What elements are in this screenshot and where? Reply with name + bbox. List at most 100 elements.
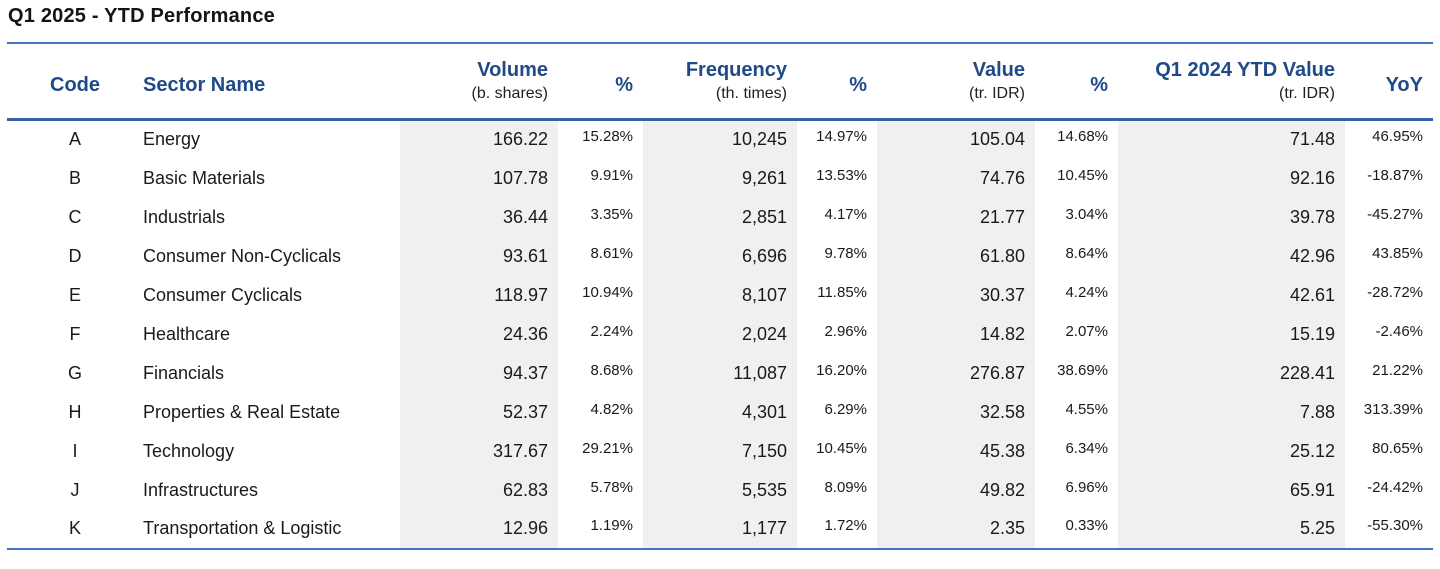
table-row: G Financials 94.37 8.68% 11,087 16.20% 2…: [7, 353, 1433, 393]
pct-value: 3.04%: [1065, 205, 1108, 223]
cell-value: 21.77: [877, 197, 1035, 237]
performance-table: Code Sector Name Volume (b. shares) % Fr…: [7, 42, 1433, 550]
pct-value: 29.21%: [582, 439, 633, 457]
yoy-value: -28.72%: [1367, 283, 1423, 301]
cell-frequency-pct: 6.29%: [797, 393, 877, 432]
table-row: F Healthcare 24.36 2.24% 2,024 2.96% 14.…: [7, 314, 1433, 354]
cell-frequency: 2,851: [643, 197, 797, 237]
cell-yoy: -24.42%: [1345, 471, 1433, 510]
pct-value: 8.68%: [590, 361, 633, 379]
cell-volume: 118.97: [400, 275, 558, 315]
cell-frequency-pct: 16.20%: [797, 354, 877, 393]
cell-sector-name: Technology: [143, 440, 235, 461]
cell-frequency-pct: 9.78%: [797, 237, 877, 276]
pct-value: 1.72%: [824, 517, 867, 534]
table-row: C Industrials 36.44 3.35% 2,851 4.17% 21…: [7, 197, 1433, 237]
pct-value: 0.33%: [1065, 517, 1108, 534]
cell-code: A: [68, 129, 81, 150]
cell-volume-pct: 15.28%: [558, 120, 643, 159]
cell-frequency-pct: 2.96%: [797, 315, 877, 354]
cell-volume-pct: 2.24%: [558, 315, 643, 354]
cell-volume-pct: 10.94%: [558, 276, 643, 315]
cell-value-pct: 0.33%: [1035, 509, 1118, 550]
col-header-label: Q1 2024 YTD Value: [1155, 58, 1335, 81]
table-row: D Consumer Non-Cyclicals 93.61 8.61% 6,6…: [7, 236, 1433, 276]
cell-q1-2024-value: 15.19: [1118, 314, 1345, 354]
cell-volume-pct: 9.91%: [558, 159, 643, 198]
cell-value: 74.76: [877, 158, 1035, 198]
col-header-value-pct: %: [1035, 42, 1118, 121]
col-header-label: Frequency: [685, 58, 787, 81]
cell-value-pct: 14.68%: [1035, 120, 1118, 159]
col-header-volume-pct: %: [558, 42, 643, 121]
cell-volume: 62.83: [400, 470, 558, 510]
cell-frequency: 6,696: [643, 236, 797, 276]
cell-volume: 24.36: [400, 314, 558, 354]
cell-yoy: 43.85%: [1345, 237, 1433, 276]
pct-value: 4.17%: [824, 205, 867, 223]
cell-sector-name: Consumer Non-Cyclicals: [143, 245, 342, 266]
col-header-label: %: [615, 74, 633, 96]
col-header-frequency-pct: %: [797, 42, 877, 121]
cell-volume: 94.37: [400, 353, 558, 393]
cell-frequency: 2,024: [643, 314, 797, 354]
table-row: I Technology 317.67 29.21% 7,150 10.45% …: [7, 431, 1433, 471]
yoy-value: 313.39%: [1363, 400, 1423, 418]
cell-value: 30.37: [877, 275, 1035, 315]
cell-code: H: [68, 401, 82, 422]
cell-volume: 107.78: [400, 158, 558, 198]
col-header-label: Value: [972, 58, 1025, 81]
cell-yoy: 80.65%: [1345, 432, 1433, 471]
pct-value: 9.91%: [590, 166, 633, 184]
pct-value: 38.69%: [1057, 361, 1108, 379]
cell-frequency-pct: 13.53%: [797, 159, 877, 198]
pct-value: 10.45%: [1057, 166, 1108, 184]
table-body: A Energy 166.22 15.28% 10,245 14.97% 105…: [7, 119, 1433, 550]
cell-frequency: 4,301: [643, 392, 797, 432]
cell-value: 32.58: [877, 392, 1035, 432]
cell-q1-2024-value: 25.12: [1118, 431, 1345, 471]
cell-code: E: [68, 284, 81, 305]
col-header-sector-name: Sector Name: [143, 42, 400, 121]
cell-yoy: -45.27%: [1345, 198, 1433, 237]
cell-q1-2024-value: 7.88: [1118, 392, 1345, 432]
cell-frequency: 11,087: [643, 353, 797, 393]
yoy-value: -45.27%: [1367, 205, 1423, 223]
cell-frequency: 9,261: [643, 158, 797, 198]
cell-value: 45.38: [877, 431, 1035, 471]
cell-value-pct: 3.04%: [1035, 198, 1118, 237]
cell-value-pct: 38.69%: [1035, 354, 1118, 393]
col-header-value: Value (tr. IDR): [877, 42, 1035, 121]
col-header-unit: (tr. IDR): [969, 84, 1025, 102]
cell-sector-name: Industrials: [143, 206, 226, 227]
cell-value: 14.82: [877, 314, 1035, 354]
cell-yoy: 21.22%: [1345, 354, 1433, 393]
pct-value: 15.28%: [582, 128, 633, 146]
cell-sector-name: Consumer Cyclicals: [143, 284, 303, 305]
col-header-unit: (th. times): [715, 84, 787, 102]
cell-sector-name: Financials: [143, 362, 225, 383]
yoy-value: 43.85%: [1372, 244, 1423, 262]
yoy-value: -55.30%: [1367, 517, 1423, 534]
cell-value-pct: 8.64%: [1035, 237, 1118, 276]
cell-code: C: [68, 206, 82, 227]
cell-frequency: 1,177: [643, 509, 797, 550]
cell-q1-2024-value: 71.48: [1118, 119, 1345, 159]
table-header: Code Sector Name Volume (b. shares) % Fr…: [7, 42, 1433, 121]
col-header-volume: Volume (b. shares): [400, 42, 558, 121]
page-title: Q1 2025 - YTD Performance: [8, 5, 275, 27]
cell-volume-pct: 4.82%: [558, 393, 643, 432]
cell-volume: 52.37: [400, 392, 558, 432]
cell-yoy: -18.87%: [1345, 159, 1433, 198]
cell-frequency: 5,535: [643, 470, 797, 510]
cell-volume-pct: 8.61%: [558, 237, 643, 276]
cell-yoy: -55.30%: [1345, 509, 1433, 550]
cell-code: J: [70, 479, 80, 500]
yoy-value: -18.87%: [1367, 166, 1423, 184]
cell-q1-2024-value: 65.91: [1118, 470, 1345, 510]
pct-value: 5.78%: [590, 478, 633, 496]
cell-value: 105.04: [877, 119, 1035, 159]
cell-frequency: 10,245: [643, 119, 797, 159]
cell-frequency-pct: 4.17%: [797, 198, 877, 237]
cell-frequency-pct: 1.72%: [797, 509, 877, 550]
